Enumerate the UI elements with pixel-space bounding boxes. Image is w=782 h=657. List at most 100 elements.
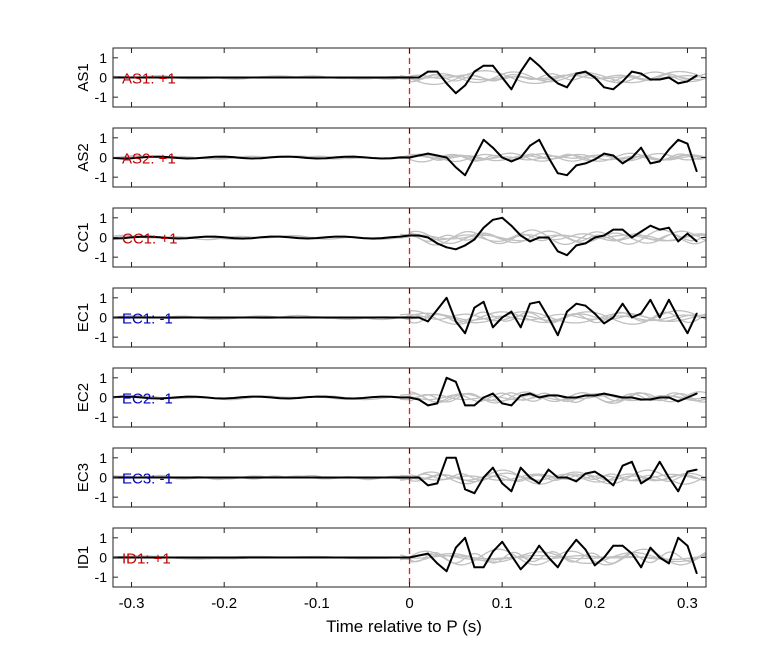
- main-trace-point: [464, 404, 466, 407]
- main-trace-point: [593, 236, 596, 239]
- main-trace-point: [538, 544, 541, 547]
- main-trace-point: [612, 484, 615, 487]
- main-trace-point: [417, 234, 420, 237]
- main-trace-point: [547, 394, 550, 397]
- main-trace-point: [482, 138, 485, 141]
- main-trace-point: [630, 396, 633, 399]
- main-trace-point: [695, 170, 698, 173]
- main-trace-point: [529, 144, 531, 147]
- main-trace-point: [445, 156, 448, 159]
- y-tick-label: -1: [95, 249, 108, 265]
- main-trace-point: [677, 240, 680, 243]
- main-trace-point: [649, 476, 652, 479]
- main-trace-point: [556, 334, 559, 337]
- main-trace-point: [510, 404, 513, 407]
- panel-cc1: -1 0 1 CC1 CC1: +1: [75, 207, 707, 268]
- main-trace-point: [445, 296, 448, 299]
- panel-ylabel: EC3: [75, 463, 92, 492]
- main-trace-point: [621, 162, 624, 165]
- main-trace-point: [621, 544, 624, 547]
- main-trace-point: [491, 64, 494, 67]
- main-trace-point: [436, 482, 439, 485]
- main-trace-point: [427, 320, 429, 323]
- main-trace-point: [529, 240, 531, 243]
- panel-plot-area: [113, 528, 706, 587]
- main-trace-line: [113, 138, 698, 177]
- main-trace-point: [501, 402, 504, 405]
- main-trace-point: [668, 76, 670, 79]
- main-trace-point: [501, 76, 504, 79]
- main-trace-point: [501, 316, 504, 319]
- main-trace-point: [417, 554, 420, 557]
- panel-annotation: EC3: -1: [122, 471, 173, 488]
- main-trace-point: [547, 316, 550, 319]
- y-tick-label: -1: [95, 569, 108, 585]
- main-trace-point: [677, 138, 680, 141]
- main-trace-point: [584, 304, 587, 307]
- x-tick-label: 0.3: [677, 595, 698, 612]
- main-trace-point: [529, 392, 531, 395]
- main-trace-point: [603, 152, 605, 155]
- main-trace-point: [584, 472, 587, 475]
- y-tick-label: 0: [99, 70, 107, 86]
- main-trace-point: [538, 396, 541, 399]
- main-trace-point: [649, 162, 652, 165]
- main-trace-point: [473, 492, 476, 495]
- panel-plot-area: [113, 208, 706, 267]
- main-trace-point: [695, 74, 698, 77]
- main-trace-point: [677, 400, 680, 403]
- y-tick-label: 1: [99, 210, 107, 226]
- main-trace-point: [529, 558, 531, 561]
- y-tick-label: 0: [99, 230, 107, 246]
- main-trace-point: [612, 394, 615, 397]
- main-trace-point: [408, 316, 411, 319]
- main-trace-point: [584, 242, 587, 245]
- panel-annotation: EC2: -1: [122, 391, 173, 408]
- main-trace-point: [556, 250, 559, 253]
- x-tick-label: 0: [405, 595, 413, 612]
- panel-ylabel: AS2: [75, 143, 92, 171]
- main-trace-point: [649, 546, 652, 549]
- main-trace-point: [473, 238, 476, 241]
- main-trace-point: [482, 300, 485, 303]
- x-tick-label: 0.1: [492, 595, 513, 612]
- main-trace-point: [529, 302, 531, 305]
- main-trace-point: [575, 480, 578, 483]
- main-trace-point: [593, 470, 596, 473]
- main-trace-point: [668, 396, 670, 399]
- main-trace-point: [491, 466, 494, 469]
- main-trace-point: [547, 556, 550, 559]
- x-axis-label: Time relative to P (s): [326, 617, 482, 636]
- main-trace-point: [603, 322, 605, 325]
- main-trace-point: [575, 164, 578, 167]
- background-trace: [400, 152, 706, 163]
- main-trace-point: [658, 160, 661, 163]
- main-trace-point: [668, 298, 670, 301]
- main-trace-point: [686, 470, 689, 473]
- main-trace-point: [640, 230, 643, 233]
- y-tick-label: 1: [99, 290, 107, 306]
- main-trace-point: [686, 544, 689, 547]
- main-trace-point: [408, 556, 411, 559]
- panel-id1: -1 0 1 ID1 ID1: +1: [75, 527, 707, 588]
- main-trace-point: [566, 174, 568, 177]
- main-trace-point: [547, 156, 550, 159]
- main-trace-point: [473, 306, 476, 309]
- main-trace-point: [473, 70, 476, 73]
- main-trace-point: [612, 88, 615, 91]
- main-trace-point: [695, 468, 698, 471]
- main-trace-point: [454, 248, 457, 251]
- main-trace-point: [612, 154, 615, 157]
- main-trace-point: [566, 550, 568, 553]
- main-trace-point: [501, 540, 504, 543]
- main-trace-point: [408, 476, 411, 479]
- background-trace: [400, 71, 706, 84]
- main-trace-point: [640, 566, 643, 569]
- main-trace-point: [464, 488, 466, 491]
- y-tick-label: 1: [99, 50, 107, 66]
- panel-ylabel: AS1: [75, 63, 92, 91]
- main-trace-point: [417, 316, 420, 319]
- panel-as1: -1 0 1 AS1 AS1: +1: [75, 47, 707, 108]
- main-trace-point: [529, 476, 531, 479]
- main-trace-point: [510, 160, 513, 163]
